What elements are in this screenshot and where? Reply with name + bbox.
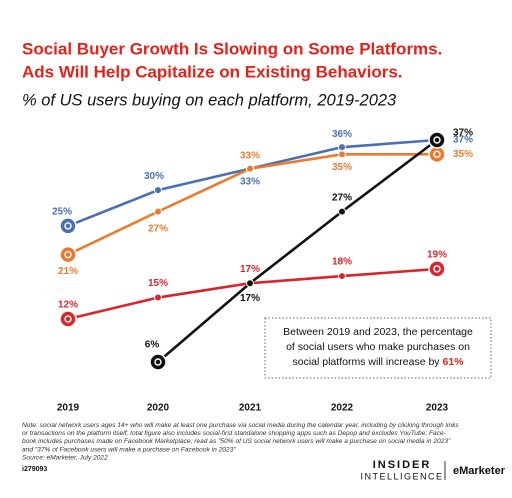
x-tick-label: 2021 xyxy=(239,403,262,414)
data-point xyxy=(154,186,162,195)
data-label: 6% xyxy=(145,340,160,351)
icon-glyph xyxy=(433,150,441,159)
icon-glyph xyxy=(64,222,72,230)
data-label: 37% xyxy=(453,135,473,146)
footnote: Source: eMarketer, July 2022 xyxy=(22,455,108,462)
data-label: 19% xyxy=(427,250,447,261)
data-label: 27% xyxy=(332,192,352,203)
annotation-text: Between 2019 and 2023, the percentage xyxy=(283,326,473,338)
annotation: social platforms will increase by 61% xyxy=(293,356,465,368)
data-label: 30% xyxy=(144,171,164,182)
icon-glyph xyxy=(64,250,72,259)
chart-id: i279093 xyxy=(22,466,47,473)
subtitle: % of US users buying on each platform, 2… xyxy=(22,91,397,109)
icon-glyph xyxy=(433,265,441,273)
chart-title: Ads Will Help Capitalize on Existing Beh… xyxy=(22,62,403,81)
data-label: 35% xyxy=(332,162,352,173)
data-label: 33% xyxy=(240,150,260,161)
data-point xyxy=(246,279,254,288)
data-label: 37% xyxy=(453,128,473,139)
data-label: 15% xyxy=(148,278,168,289)
brand: eMarketer xyxy=(453,465,506,477)
icon-glyph xyxy=(64,315,72,323)
annotation-box xyxy=(264,317,492,379)
data-label: 35% xyxy=(453,149,473,160)
footnote: and "37% of Facebook users will make a p… xyxy=(22,446,236,453)
data-label: 17% xyxy=(240,293,260,304)
data-point xyxy=(338,207,346,216)
data-point xyxy=(338,272,346,281)
data-label: 27% xyxy=(148,223,168,234)
icon-glyph xyxy=(154,358,162,366)
data-label: 21% xyxy=(58,266,78,277)
footnote: or transactions on the platform itself; … xyxy=(22,430,447,437)
data-label: 18% xyxy=(332,257,352,268)
annotation: of social users who make purchases on xyxy=(286,341,470,353)
data-point xyxy=(338,143,346,152)
data-label: 12% xyxy=(58,300,78,311)
annotation-text: of social users who make purchases on xyxy=(286,341,470,353)
data-point xyxy=(154,207,162,216)
annotation-text: social platforms will increase by xyxy=(293,356,441,368)
data-point xyxy=(154,293,162,302)
data-point xyxy=(338,150,346,159)
annotation-highlight: 61% xyxy=(442,356,464,368)
data-label: 17% xyxy=(240,264,260,275)
series-line xyxy=(157,138,438,363)
chart-title: Social Buyer Growth Is Slowing on Some P… xyxy=(22,39,442,58)
data-label: 36% xyxy=(332,129,352,140)
footnote: Note: social network users ages 14+ who … xyxy=(22,422,459,429)
icon-glyph xyxy=(433,136,441,144)
brand: INSIDER xyxy=(373,459,432,471)
data-point xyxy=(246,164,254,173)
x-tick-label: 2019 xyxy=(57,403,80,414)
annotation: Between 2019 and 2023, the percentage xyxy=(283,326,473,338)
x-tick-label: 2020 xyxy=(147,403,170,414)
x-tick-label: 2023 xyxy=(426,403,449,414)
footnote: book includes purchases made on Facebook… xyxy=(22,438,451,445)
brand: INTELLIGENCE xyxy=(360,471,443,481)
data-label: 25% xyxy=(52,207,72,218)
data-label: 33% xyxy=(240,176,260,187)
x-tick-label: 2022 xyxy=(331,403,354,414)
